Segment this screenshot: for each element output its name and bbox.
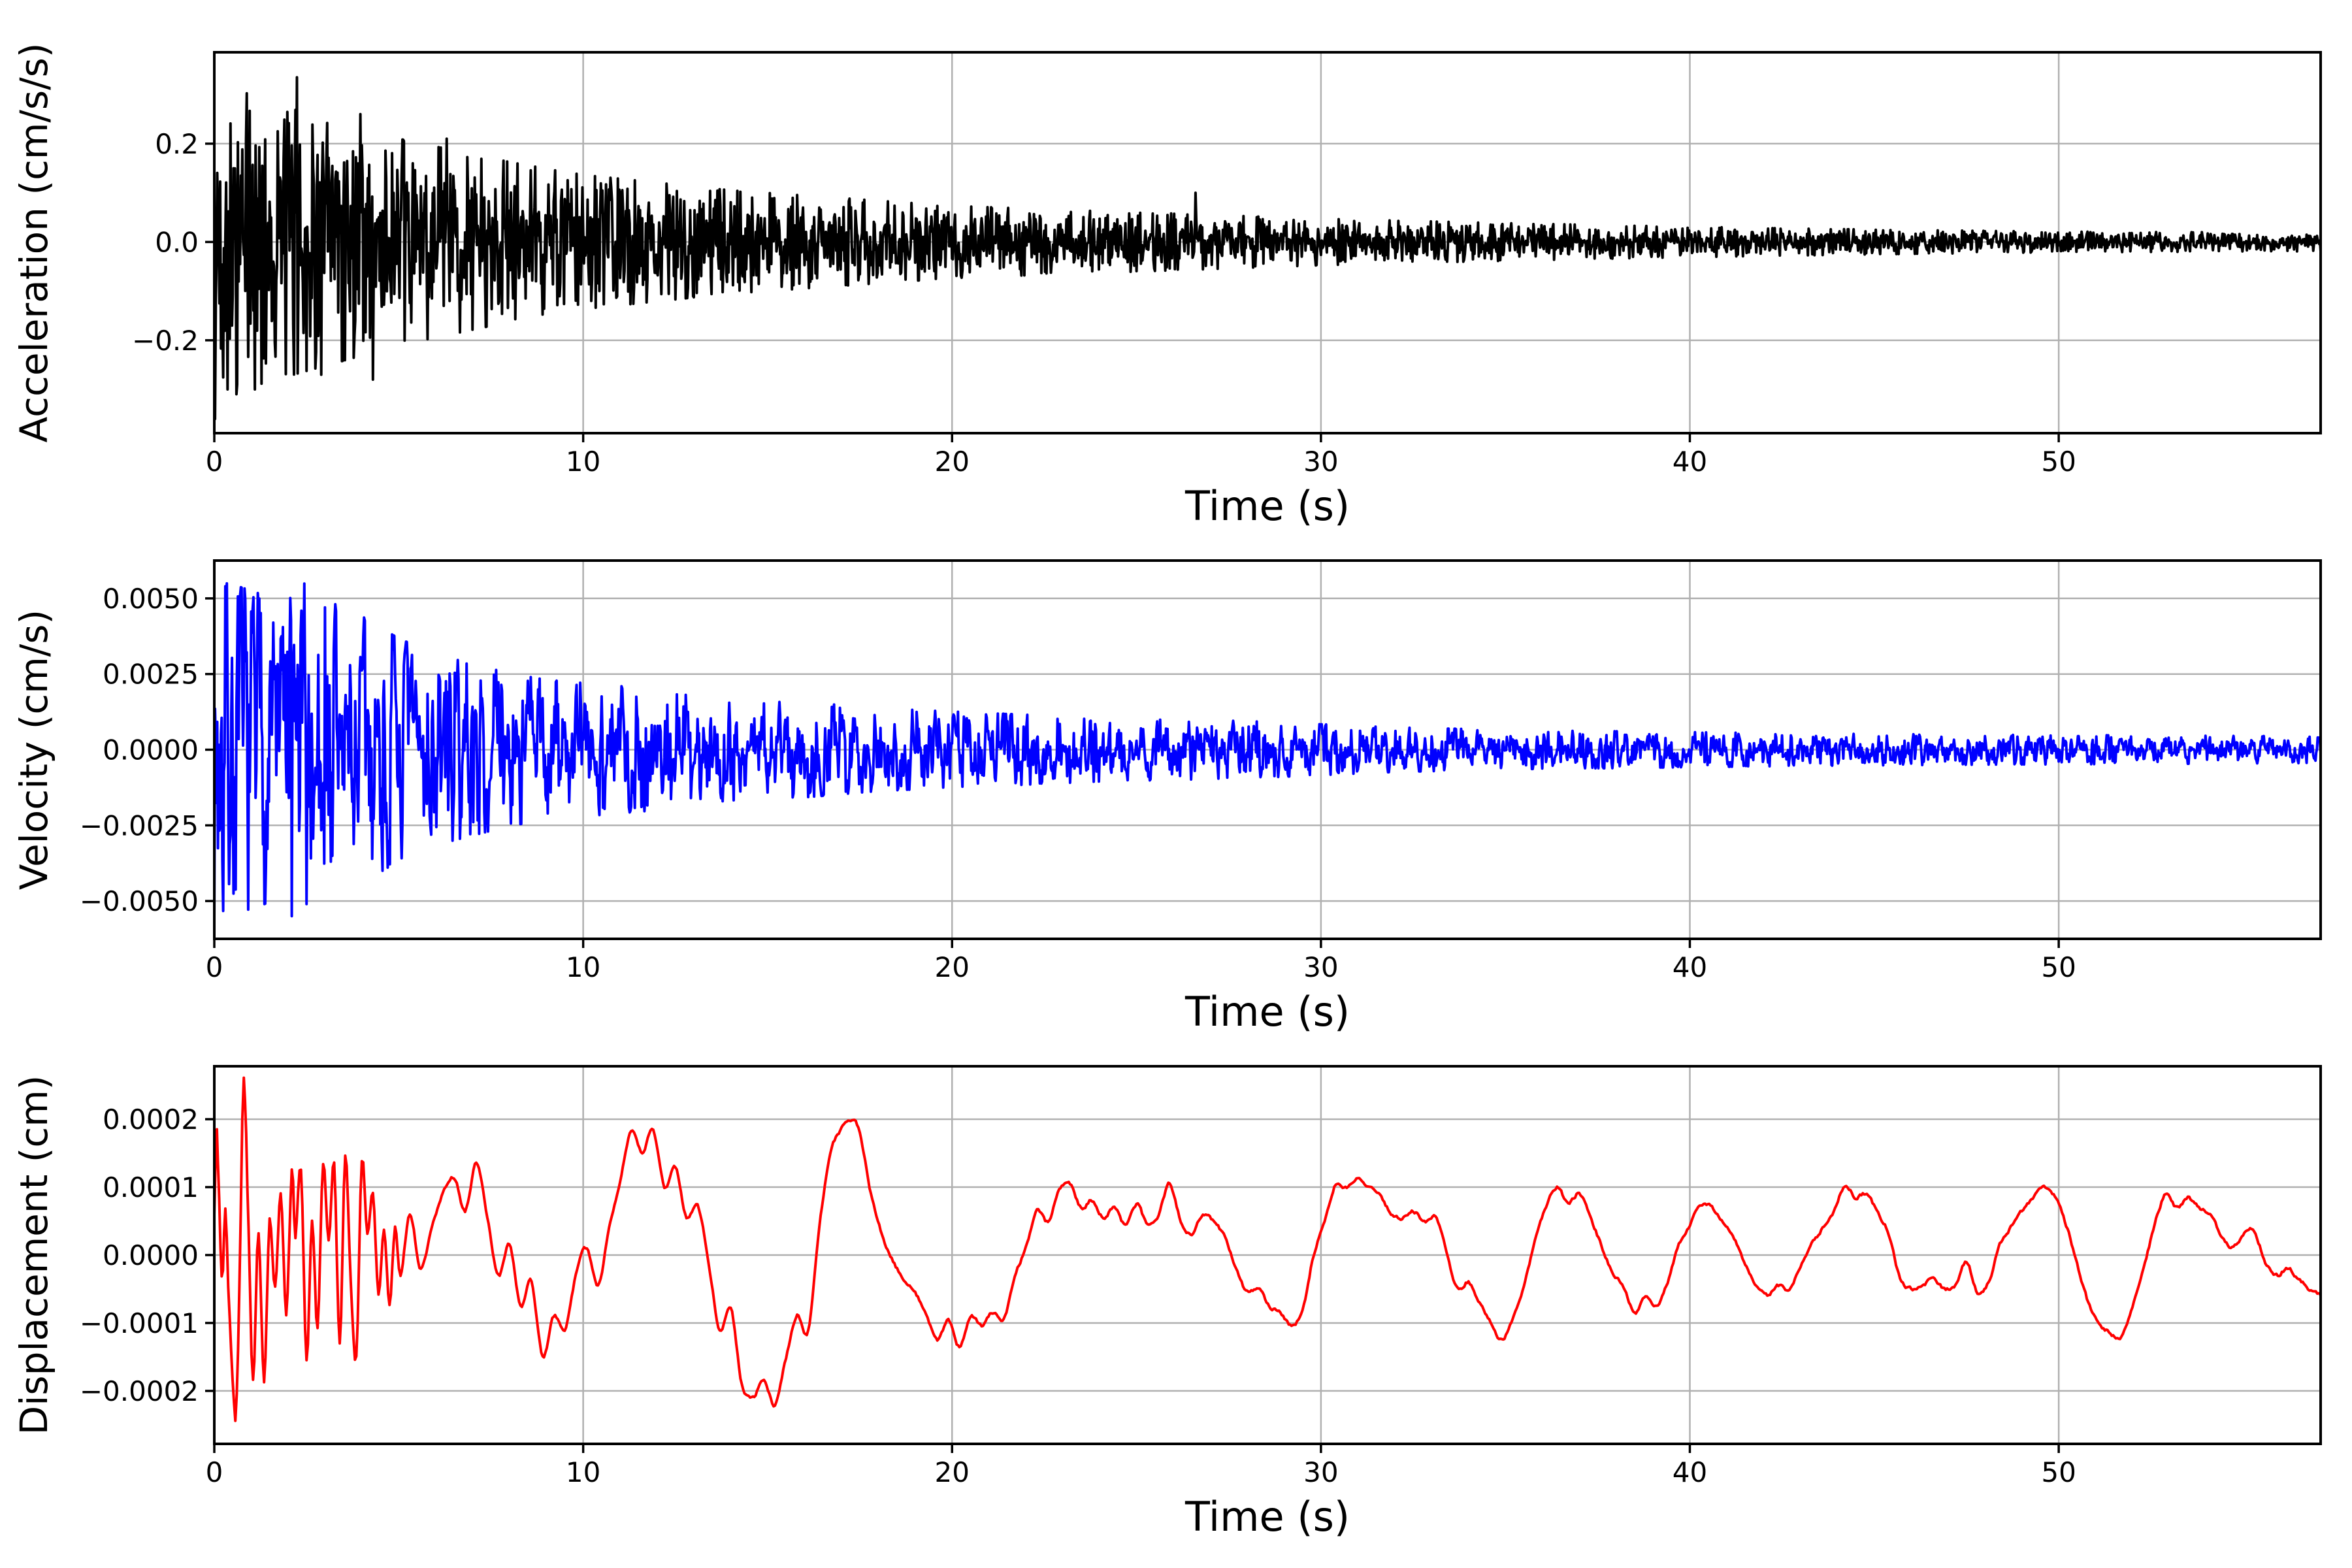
velocity-x-tick-label: 0 — [206, 951, 223, 983]
velocity-y-tick-label: 0.0025 — [103, 659, 199, 691]
displacement-y-tick-label: −0.0001 — [80, 1307, 199, 1339]
displacement-y-tick-label: 0.0001 — [103, 1171, 199, 1203]
displacement-x-tick-label: 50 — [2041, 1456, 2076, 1488]
velocity-x-tick-label: 40 — [1673, 951, 1707, 983]
velocity-trace — [214, 582, 2321, 920]
acceleration-trace — [214, 76, 2321, 421]
acceleration-x-tick-label: 50 — [2041, 446, 2076, 478]
velocity-y-tick-label: −0.0050 — [80, 885, 199, 917]
acceleration-x-tick-label: 20 — [935, 446, 970, 478]
velocity-y-tick-label: −0.0025 — [80, 809, 199, 841]
acceleration-x-tick-label: 0 — [206, 446, 223, 478]
acceleration-y-tick-label: 0.0 — [155, 226, 199, 258]
velocity-x-tick-label: 20 — [935, 951, 970, 983]
displacement-x-tick-label: 30 — [1303, 1456, 1338, 1488]
acceleration-y-tick-label: −0.2 — [132, 325, 199, 357]
displacement-x-tick-label: 10 — [566, 1456, 600, 1488]
velocity-x-tick-label: 10 — [566, 951, 600, 983]
displacement-time-axis-label: Time (s) — [1184, 1493, 1350, 1541]
displacement-y-tick-label: −0.0002 — [80, 1375, 199, 1407]
acceleration-time-axis-label: Time (s) — [1184, 482, 1350, 530]
displacement-trace — [214, 1076, 2321, 1422]
acceleration-y-tick-label: 0.2 — [155, 128, 199, 160]
displacement-y-tick-label: 0.0002 — [103, 1103, 199, 1135]
velocity-y-tick-label: 0.0000 — [103, 734, 199, 766]
acceleration-y-axis-label: Acceleration (cm/s/s) — [12, 42, 56, 442]
displacement-x-tick-label: 0 — [206, 1456, 223, 1488]
velocity-y-tick-label: 0.0050 — [103, 583, 199, 615]
displacement-x-tick-label: 40 — [1673, 1456, 1707, 1488]
velocity-time-axis-label: Time (s) — [1184, 988, 1350, 1036]
velocity-x-tick-label: 30 — [1303, 951, 1338, 983]
acceleration-x-tick-label: 30 — [1303, 446, 1338, 478]
velocity-x-tick-label: 50 — [2041, 951, 2076, 983]
acceleration-x-tick-label: 10 — [566, 446, 600, 478]
velocity-y-axis-label: Velocity (cm/s) — [12, 610, 56, 890]
displacement-y-tick-label: 0.0000 — [103, 1239, 199, 1271]
acceleration-x-tick-label: 40 — [1673, 446, 1707, 478]
displacement-y-axis-label: Displacement (cm) — [12, 1075, 56, 1435]
displacement-x-tick-label: 20 — [935, 1456, 970, 1488]
